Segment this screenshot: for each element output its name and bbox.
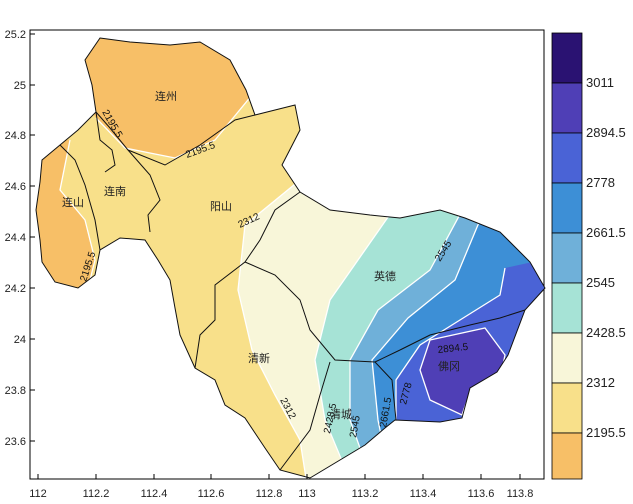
boundary-lianzhou-east	[127, 114, 256, 166]
city-label-qingcheng: 清城	[330, 408, 352, 421]
x-tick-label: 112.2	[83, 488, 110, 500]
city-label-qingxin: 清新	[248, 351, 270, 365]
fill-band-c1-west	[36, 130, 95, 300]
legend-label: 2312	[586, 375, 615, 390]
contour-2312	[237, 179, 311, 478]
city-label-yingde: 英德	[374, 269, 396, 283]
legend-label: 3011	[586, 75, 614, 90]
contour-label: 2894.5	[437, 342, 469, 356]
region-outline	[35, 37, 546, 479]
boundary-fogang	[399, 309, 526, 351]
legend-label: 2195.5	[586, 425, 626, 440]
legend-label: 2661.5	[586, 225, 626, 240]
legend-label: 2545	[586, 275, 615, 290]
boundary-liannan-lianshan	[59, 144, 101, 251]
x-tick-label: 113.2	[352, 488, 379, 500]
y-tick-label: 24.8	[5, 130, 26, 142]
y-tick-label: 24	[14, 334, 26, 346]
contour-2428	[314, 199, 401, 478]
legend-swatch	[551, 432, 583, 480]
city-label-yangshan: 阳山	[210, 200, 232, 213]
legend-swatch	[551, 282, 583, 334]
city-label-layer: 连州 连南 连山 阳山 英德 清新 清城 佛冈	[62, 90, 460, 421]
legend-swatch	[551, 232, 583, 284]
boundary-qingcheng	[279, 361, 331, 471]
city-label-lianzhou: 连州	[155, 90, 177, 103]
legend: 3011 2894.5 2778 2661.5 2545 2428.5 2312…	[551, 32, 626, 480]
county-boundaries	[35, 37, 546, 479]
y-tick-label: 23.6	[5, 436, 26, 448]
legend-swatch	[551, 132, 583, 184]
legend-swatch	[551, 382, 583, 434]
contour-label: 2545	[348, 414, 363, 438]
legend-swatch	[551, 182, 583, 234]
city-label-liannan: 连南	[104, 185, 126, 198]
y-axis: 25.2 25 24.8 24.6 24.4 24.2 24 23.8 23.6	[5, 29, 35, 448]
y-tick-label: 25.2	[5, 29, 26, 41]
y-tick-label: 24.6	[5, 181, 26, 193]
boundary-lianzhou-lianshan	[95, 111, 116, 173]
x-tick-label: 113.4	[410, 488, 437, 500]
contour-label: 2661.5	[378, 396, 394, 428]
boundary-yangshan-yingde	[194, 191, 301, 369]
legend-swatch	[551, 32, 583, 84]
legend-label: 2778	[586, 175, 615, 190]
x-axis: 112 112.2 112.4 112.6 112.8 113 113.2 11…	[29, 474, 533, 500]
legend-label: 2428.5	[586, 325, 626, 340]
city-label-lianshan: 连山	[62, 196, 84, 209]
legend-swatch	[551, 82, 583, 134]
y-tick-label: 24.2	[5, 283, 26, 295]
y-tick-label: 24.4	[5, 232, 26, 244]
x-tick-label: 112.4	[141, 488, 168, 500]
fill-band-c8	[420, 328, 505, 415]
y-tick-label: 25	[14, 80, 26, 92]
x-tick-label: 113.6	[468, 488, 495, 500]
y-tick-label: 23.8	[5, 385, 26, 397]
x-tick-label: 112.8	[256, 488, 283, 500]
city-label-fogang: 佛冈	[438, 360, 460, 373]
boundary-lianzhou-yangshan	[95, 111, 161, 233]
x-tick-label: 113	[298, 488, 316, 500]
legend-swatch	[551, 332, 583, 384]
contour-2545	[349, 204, 466, 478]
x-tick-label: 112	[29, 488, 47, 500]
x-tick-label: 112.6	[198, 488, 225, 500]
boundary-qingcheng-fogang	[374, 361, 397, 421]
contour-2195-west	[59, 139, 96, 301]
legend-label: 2894.5	[586, 125, 626, 140]
x-tick-label: 113.8	[507, 488, 534, 500]
